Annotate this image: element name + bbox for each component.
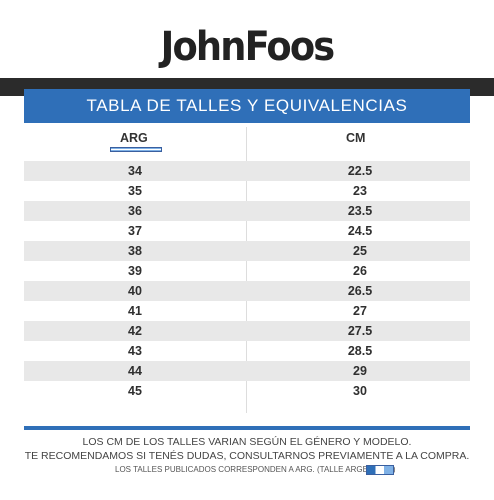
- table-row: 39 26: [24, 261, 470, 281]
- table-row: 45 30: [24, 381, 470, 401]
- brand-logo: JohnFoos: [160, 24, 336, 70]
- size-rows: 34 22.5 35 23 36 23.5 37 24.5 38 25 39 2…: [24, 161, 470, 401]
- cm-size: 24.5: [347, 224, 373, 238]
- cm-size: 26.5: [347, 284, 373, 298]
- cm-size: 28.5: [347, 344, 373, 358]
- cm-size: 27: [353, 304, 367, 318]
- table-row: 43 28.5: [24, 341, 470, 361]
- argentina-flag-small-icon: [366, 465, 394, 475]
- table-row: 37 24.5: [24, 221, 470, 241]
- cm-size: 25: [353, 244, 367, 258]
- arg-size: 36: [128, 204, 142, 218]
- note-line-2: TE RECOMENDAMOS SI TENÉS DUDAS, CONSULTA…: [24, 450, 470, 462]
- table-row: 34 22.5: [24, 161, 470, 181]
- cm-size: 23.5: [347, 204, 373, 218]
- argentina-flag-icon: [110, 147, 162, 152]
- table-row: 36 23.5: [24, 201, 470, 221]
- size-chart: TABLA DE TALLES Y EQUIVALENCIAS ARG CM 3…: [24, 89, 470, 430]
- cm-size: 22.5: [347, 164, 373, 178]
- cm-size: 27.5: [347, 324, 373, 338]
- arg-size: 35: [128, 184, 142, 198]
- arg-size: 38: [128, 244, 142, 258]
- arg-size: 39: [128, 264, 142, 278]
- chart-title: TABLA DE TALLES Y EQUIVALENCIAS: [24, 89, 470, 123]
- table-row: 41 27: [24, 301, 470, 321]
- table-row: 35 23: [24, 181, 470, 201]
- table-row: 38 25: [24, 241, 470, 261]
- arg-size: 37: [128, 224, 142, 238]
- table-row: 44 29: [24, 361, 470, 381]
- chart-bottom-rule: [24, 426, 470, 430]
- cm-size: 23: [353, 184, 367, 198]
- arg-size: 44: [128, 364, 142, 378]
- cm-size: 26: [353, 264, 367, 278]
- arg-size: 45: [128, 384, 142, 398]
- table-row: 40 26.5: [24, 281, 470, 301]
- cm-size: 29: [353, 364, 367, 378]
- column-header-cm: CM: [346, 131, 366, 145]
- arg-size: 34: [128, 164, 142, 178]
- cm-size: 30: [353, 384, 367, 398]
- arg-size: 43: [128, 344, 142, 358]
- arg-size: 42: [128, 324, 142, 338]
- arg-size: 40: [128, 284, 142, 298]
- note-line-1: LOS CM DE LOS TALLES VARIAN SEGÚN EL GÉN…: [82, 436, 412, 448]
- column-divider: [246, 127, 247, 413]
- column-header-arg: ARG: [120, 131, 148, 145]
- note-line-3: LOS TALLES PUBLICADOS CORRESPONDEN A ARG…: [115, 465, 396, 474]
- arg-size: 41: [128, 304, 142, 318]
- table-row: 42 27.5: [24, 321, 470, 341]
